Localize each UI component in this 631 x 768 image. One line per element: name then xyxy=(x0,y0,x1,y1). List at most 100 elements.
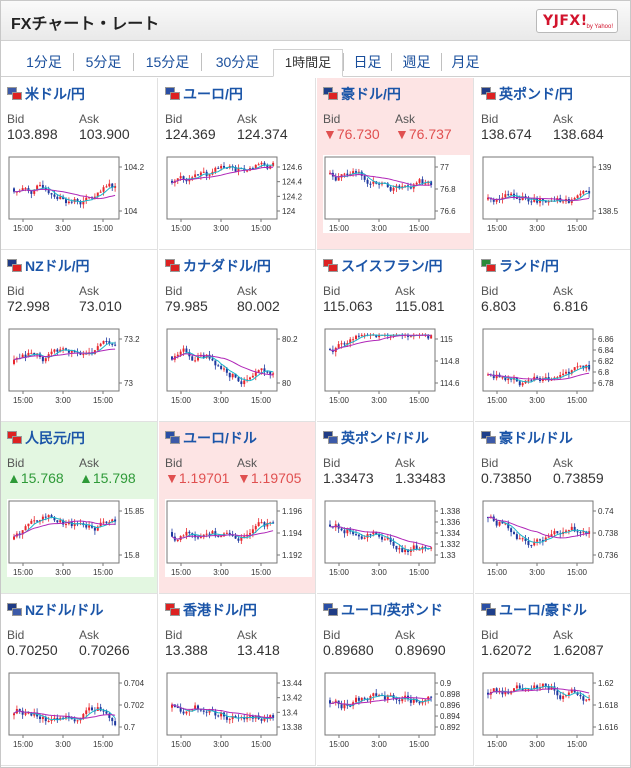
rate-card[interactable]: 米ドル/円 Bid Ask 103.898 103.900 104.2 104 15:00 3:… xyxy=(1,78,158,250)
rate-card[interactable]: ユーロ/ドル Bid Ask ▼1.19701 ▼1.19705 1.196 1.194 1.… xyxy=(159,422,316,594)
pair-name[interactable]: ユーロ/豪ドル xyxy=(499,602,587,618)
pair-header[interactable]: 米ドル/円 xyxy=(7,84,85,102)
pair-header[interactable]: スイスフラン/円 xyxy=(323,256,442,274)
candlestick-chart[interactable]: 124.6 124.4 124.2 124 15:00 3:00 15:00 xyxy=(165,155,312,233)
rate-card[interactable]: ユーロ/英ポンド Bid Ask 0.89680 0.89690 0.9 0.898 0.89… xyxy=(317,594,474,766)
plot-frame xyxy=(166,672,278,736)
pair-name[interactable]: ユーロ/英ポンド xyxy=(341,602,443,618)
candlestick-chart[interactable]: 115 114.8 114.6 15:00 3:00 15:00 xyxy=(323,327,470,405)
candle xyxy=(550,534,553,537)
candle xyxy=(79,353,82,355)
pair-name[interactable]: 香港ドル/円 xyxy=(183,602,257,618)
rate-card[interactable]: NZドル/ドル Bid Ask 0.70250 0.70266 0.704 0.702 0.7… xyxy=(1,594,158,766)
candle xyxy=(30,520,33,524)
candle xyxy=(30,352,33,354)
ma-short-line xyxy=(171,352,274,382)
candlestick-chart[interactable]: 139 138.5 15:00 3:00 15:00 xyxy=(481,155,628,233)
chart-svg: 6.86 6.84 6.82 6.8 6.78 15:00 3:00 15:00 xyxy=(482,328,614,405)
pair-header[interactable]: 豪ドル/ドル xyxy=(481,428,573,446)
candle xyxy=(93,527,96,531)
x-tick-label: 15:00 xyxy=(567,396,588,405)
rate-card[interactable]: 豪ドル/円 Bid Ask ▼76.730 ▼76.737 77 76.8 76.6 15:00… xyxy=(317,78,474,250)
rate-card[interactable]: ユーロ/円 Bid Ask 124.369 124.374 124.6 124.4 124.2… xyxy=(159,78,316,250)
pair-header[interactable]: ランド/円 xyxy=(481,256,559,274)
rate-card[interactable]: 英ポンド/ドル Bid Ask 1.33473 1.33483 1.338 1.336 1.3… xyxy=(317,422,474,594)
pair-name[interactable]: 米ドル/円 xyxy=(25,86,85,102)
candlestick-chart[interactable]: 0.9 0.898 0.896 0.894 0.892 15:00 3:00 15:00 xyxy=(323,671,470,749)
pair-name[interactable]: ユーロ/円 xyxy=(183,86,243,102)
pair-name[interactable]: 英ポンド/ドル xyxy=(341,430,429,446)
yjfx-logo[interactable]: YJFX! by Yahoo! xyxy=(536,9,618,33)
pair-name[interactable]: NZドル/ドル xyxy=(25,602,104,618)
rate-card[interactable]: NZドル/円 Bid Ask 72.998 73.010 73.2 73 15:00 3:00 1… xyxy=(1,250,158,422)
bid-value: 6.803 xyxy=(481,298,517,314)
tab-0[interactable]: 1分足 xyxy=(26,54,62,70)
ma-short-line xyxy=(487,516,590,544)
rate-card[interactable]: 香港ドル/円 Bid Ask 13.388 13.418 13.44 13.42 13.4 13… xyxy=(159,594,316,766)
rate-card[interactable]: 豪ドル/ドル Bid Ask 0.73850 0.73859 0.74 0.738 0.736… xyxy=(475,422,630,594)
tab-7[interactable]: 月足 xyxy=(441,53,489,71)
candle xyxy=(375,334,378,338)
rate-card[interactable]: 人民元/円 Bid Ask ▲15.768 ▲15.798 15.85 15.8 15:00 3… xyxy=(1,422,158,594)
pair-name[interactable]: NZドル/円 xyxy=(25,258,90,274)
pair-header[interactable]: 豪ドル/円 xyxy=(323,84,401,102)
pair-header[interactable]: 香港ドル/円 xyxy=(165,600,257,618)
candle xyxy=(102,341,105,344)
rate-card[interactable]: 英ポンド/円 Bid Ask 138.674 138.684 139 138.5 15:00 3… xyxy=(475,78,630,250)
pair-header[interactable]: NZドル/ドル xyxy=(7,600,104,618)
pair-header[interactable]: 英ポンド/円 xyxy=(481,84,573,102)
pair-name[interactable]: 英ポンド/円 xyxy=(499,86,573,102)
candlestick-chart[interactable]: 77 76.8 76.6 15:00 3:00 15:00 xyxy=(323,155,470,233)
pair-header[interactable]: カナダドル/円 xyxy=(165,256,271,274)
pair-name[interactable]: ランド/円 xyxy=(499,258,559,274)
ask-value: 13.418 xyxy=(237,642,280,658)
pair-header[interactable]: ユーロ/英ポンド xyxy=(323,600,443,618)
candle xyxy=(223,368,225,370)
tab-3[interactable]: 30分足 xyxy=(201,53,273,71)
candle xyxy=(541,540,544,542)
candlestick-chart[interactable]: 73.2 73 15:00 3:00 15:00 xyxy=(7,327,154,405)
candle xyxy=(372,531,375,535)
candlestick-chart[interactable]: 6.86 6.84 6.82 6.8 6.78 15:00 3:00 15:00 xyxy=(481,327,628,405)
candle xyxy=(225,716,228,720)
rate-card[interactable]: カナダドル/円 Bid Ask 79.985 80.002 80.2 80 15:00 3:00… xyxy=(159,250,316,422)
pair-header[interactable]: ユーロ/豪ドル xyxy=(481,600,587,618)
candle xyxy=(556,690,559,696)
tab-4[interactable]: 1時間足 xyxy=(273,49,343,77)
candle xyxy=(85,525,88,528)
candlestick-chart[interactable]: 80.2 80 15:00 3:00 15:00 xyxy=(165,327,312,405)
pair-header[interactable]: NZドル/円 xyxy=(7,256,90,274)
tab-6[interactable]: 週足 xyxy=(391,53,441,71)
tab-5[interactable]: 日足 xyxy=(343,53,391,71)
candlestick-chart[interactable]: 1.196 1.194 1.192 15:00 3:00 15:00 xyxy=(165,499,312,577)
pair-name[interactable]: スイスフラン/円 xyxy=(341,258,443,274)
rate-card[interactable]: ユーロ/豪ドル Bid Ask 1.62072 1.62087 1.62 1.618 1.61… xyxy=(475,594,630,766)
candlestick-chart[interactable]: 13.44 13.42 13.4 13.38 15:00 3:00 15:00 xyxy=(165,671,312,749)
candlestick-chart[interactable]: 15.85 15.8 15:00 3:00 15:00 xyxy=(7,499,154,577)
candlestick-chart[interactable]: 1.338 1.336 1.334 1.332 1.33 15:00 3:00 15:00 xyxy=(323,499,470,577)
candlestick-chart[interactable]: 0.704 0.702 0.7 15:00 3:00 15:00 xyxy=(7,671,154,749)
pair-name[interactable]: カナダドル/円 xyxy=(183,258,271,274)
rate-card[interactable]: ランド/円 Bid Ask 6.803 6.816 6.86 6.84 6.82 6.8 6.78… xyxy=(475,250,630,422)
candle xyxy=(257,370,260,373)
candle xyxy=(582,696,585,701)
pair-name[interactable]: 豪ドル/円 xyxy=(341,86,401,102)
candlestick-chart[interactable]: 0.74 0.738 0.736 15:00 3:00 15:00 xyxy=(481,499,628,577)
pair-header[interactable]: 人民元/円 xyxy=(7,428,85,446)
pair-header[interactable]: 英ポンド/ドル xyxy=(323,428,429,446)
pair-header[interactable]: ユーロ/ドル xyxy=(165,428,257,446)
pair-name[interactable]: 人民元/円 xyxy=(25,430,85,446)
rate-card[interactable]: スイスフラン/円 Bid Ask 115.063 115.081 115 114.8 114.… xyxy=(317,250,474,422)
tab-2[interactable]: 15分足 xyxy=(133,53,201,71)
candlestick-chart[interactable]: 104.2 104 15:00 3:00 15:00 xyxy=(7,155,154,233)
candle xyxy=(418,179,421,183)
x-tick-label: 15:00 xyxy=(171,224,192,233)
tab-1[interactable]: 5分足 xyxy=(73,53,133,71)
pair-name[interactable]: 豪ドル/ドル xyxy=(499,430,573,446)
candlestick-chart[interactable]: 1.62 1.618 1.616 15:00 3:00 15:00 xyxy=(481,671,628,749)
candle xyxy=(85,197,88,202)
pair-name[interactable]: ユーロ/ドル xyxy=(183,430,257,446)
candle xyxy=(205,354,208,358)
candle xyxy=(243,717,246,720)
pair-header[interactable]: ユーロ/円 xyxy=(165,84,243,102)
